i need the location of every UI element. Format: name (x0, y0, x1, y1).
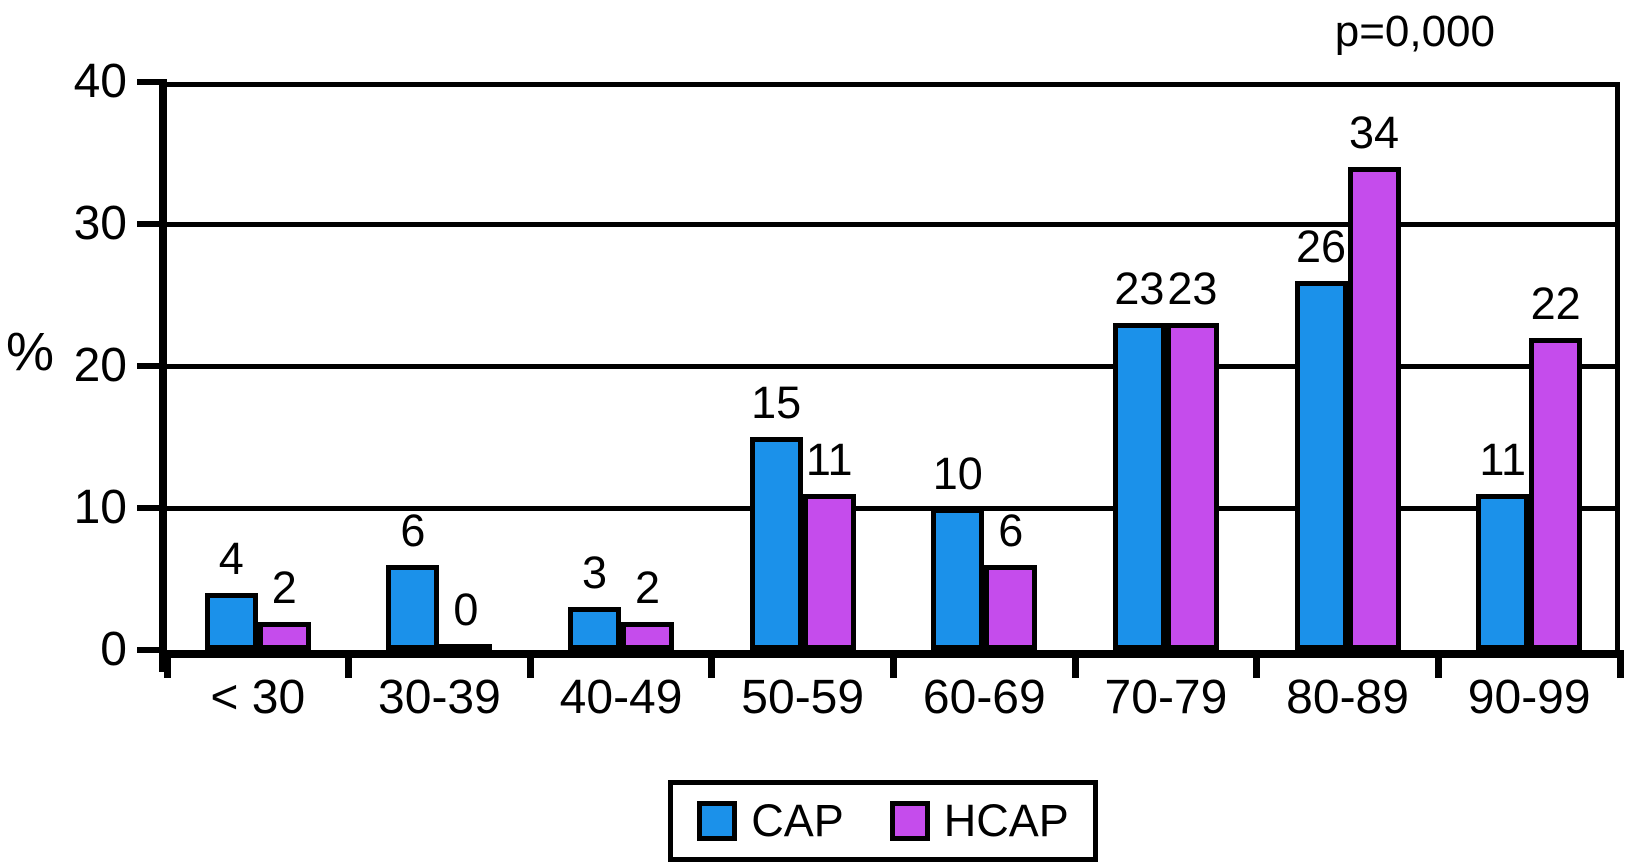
y-tick-label-0: 0 (100, 623, 127, 676)
bar-value-cap-1: 4 (218, 533, 244, 585)
bar-cap-3 (568, 607, 622, 650)
bar-value-cap-2: 6 (400, 504, 426, 556)
legend-label-hcap: HCAP (943, 795, 1069, 846)
bar-cap-7 (1294, 280, 1348, 650)
x-tick-8 (1616, 650, 1624, 678)
legend-item-hcap: HCAP (889, 795, 1069, 846)
gridline-20 (167, 363, 1620, 369)
bar-value-cap-3: 3 (582, 547, 608, 599)
bar-cap-5 (931, 508, 985, 650)
plot-frame-top (167, 82, 1620, 87)
legend-box: CAP HCAP (668, 780, 1098, 862)
bar-hcap-7 (1347, 167, 1401, 650)
gridline-30 (167, 221, 1620, 227)
y-tick-label-40: 40 (73, 55, 127, 108)
y-tick-0 (137, 647, 167, 653)
x-category-label-2: 30-39 (378, 671, 501, 724)
bar-value-hcap-7: 34 (1349, 107, 1400, 159)
x-tick-3 (708, 650, 716, 678)
bar-value-cap-7: 26 (1296, 220, 1347, 272)
bar-value-hcap-4: 11 (805, 433, 853, 485)
bar-hcap-5 (984, 564, 1038, 650)
x-tick-1 (345, 650, 353, 678)
bar-value-cap-4: 15 (751, 377, 802, 428)
cap-color-swatch (697, 801, 738, 841)
p-value-annotation: p=0,000 (1334, 7, 1495, 56)
x-category-label-7: 80-89 (1286, 671, 1409, 724)
bar-cap-8 (1476, 493, 1530, 650)
x-category-label-6: 70-79 (1104, 671, 1228, 724)
bar-value-hcap-5: 6 (998, 504, 1024, 556)
x-category-label-1: < 30 (210, 671, 306, 724)
bar-hcap-1 (257, 621, 311, 650)
bar-hcap-6 (1165, 323, 1219, 650)
bar-value-hcap-1: 2 (271, 561, 297, 613)
x-category-label-3: 40-49 (559, 671, 683, 724)
bar-value-hcap-8: 22 (1530, 277, 1581, 329)
y-axis-line (159, 82, 167, 672)
legend-item-cap: CAP (697, 797, 844, 845)
bar-value-hcap-2: 0 (453, 584, 479, 635)
y-tick-20 (137, 363, 167, 369)
y-tick-40 (137, 79, 167, 85)
legend-label-cap: CAP (751, 795, 844, 846)
y-tick-30 (137, 221, 167, 227)
gridline-10 (167, 505, 1620, 511)
bar-value-hcap-6: 23 (1167, 263, 1218, 315)
x-tick-7 (1434, 650, 1442, 678)
bar-cap-2 (386, 564, 440, 650)
x-category-label-5: 60-69 (922, 671, 1046, 724)
x-axis-line (159, 650, 1620, 658)
y-tick-label-20: 20 (73, 339, 127, 392)
bar-value-cap-6: 23 (1114, 263, 1165, 315)
bar-value-cap-8: 11 (1479, 433, 1527, 485)
y-tick-label-10: 10 (73, 481, 127, 534)
bar-value-hcap-3: 2 (635, 561, 661, 613)
bar-hcap-8 (1529, 337, 1583, 650)
x-tick-6 (1253, 650, 1261, 678)
y-tick-10 (137, 505, 167, 511)
x-tick-0 (163, 650, 171, 678)
x-category-label-4: 50-59 (741, 671, 865, 724)
y-axis-unit-label: % (6, 322, 55, 382)
bar-cap-1 (204, 593, 258, 650)
bar-hcap-2 (439, 644, 493, 650)
bar-cap-6 (1112, 323, 1166, 650)
hcap-color-swatch (889, 801, 930, 841)
y-tick-label-30: 30 (73, 197, 127, 250)
x-tick-2 (526, 650, 534, 678)
bar-cap-4 (749, 437, 803, 650)
bar-hcap-4 (802, 493, 856, 650)
x-tick-4 (890, 650, 897, 678)
plot-area: 40 30 20 10 0 4 2 < 30 6 0 30-39 3 2 40-49 15 11 50-59 10… (74, 55, 1624, 724)
bar-hcap-3 (621, 621, 675, 650)
x-tick-5 (1071, 650, 1079, 678)
x-category-label-8: 90-99 (1467, 671, 1591, 724)
bar-value-cap-5: 10 (932, 448, 983, 499)
